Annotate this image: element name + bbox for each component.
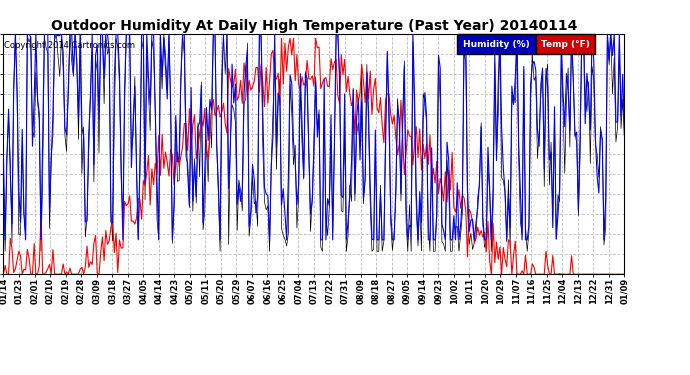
Text: Temp (°F): Temp (°F) xyxy=(541,40,590,49)
Text: Humidity (%): Humidity (%) xyxy=(463,40,530,49)
Title: Outdoor Humidity At Daily High Temperature (Past Year) 20140114: Outdoor Humidity At Daily High Temperatu… xyxy=(51,19,577,33)
Text: Copyright 2014 Cartronics.com: Copyright 2014 Cartronics.com xyxy=(4,41,135,50)
